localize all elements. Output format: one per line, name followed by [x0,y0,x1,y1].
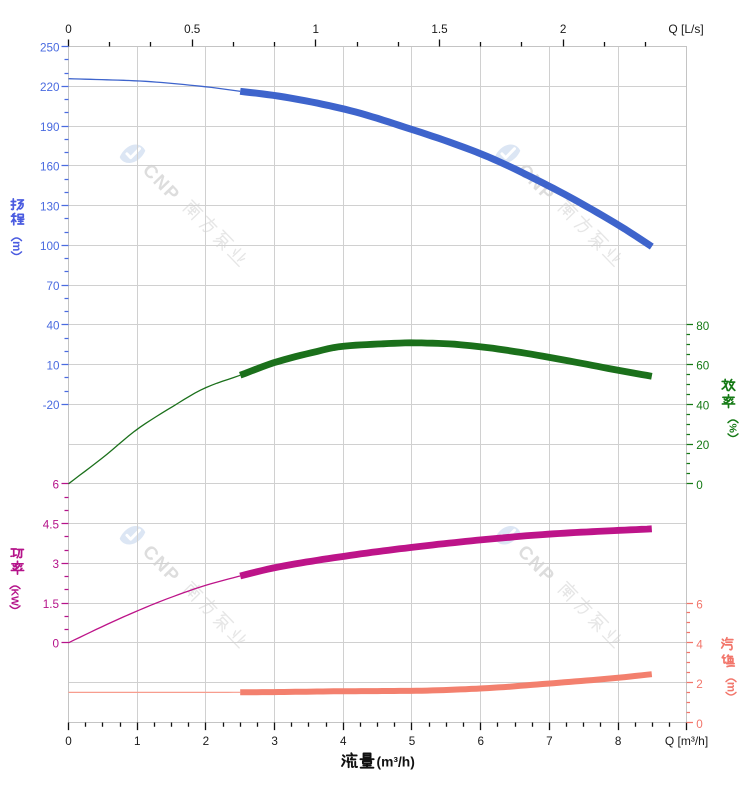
svg-text:%: % [726,424,738,434]
svg-text:3: 3 [52,558,59,571]
svg-text:0.5: 0.5 [184,23,201,36]
svg-text:2: 2 [696,678,703,691]
svg-text:4: 4 [340,735,347,748]
svg-text:0: 0 [696,718,703,731]
svg-text:8: 8 [615,735,622,748]
svg-text:3: 3 [271,735,278,748]
svg-text:20: 20 [696,439,710,452]
svg-text:190: 190 [40,121,60,134]
svg-text:0: 0 [696,479,703,492]
svg-text:130: 130 [40,200,60,213]
svg-text:6: 6 [696,599,703,612]
svg-text:-20: -20 [43,399,60,412]
svg-text:7: 7 [546,735,553,748]
svg-text:0: 0 [52,638,59,651]
svg-text:1.5: 1.5 [43,598,60,611]
svg-text:0: 0 [65,23,72,36]
svg-text:80: 80 [696,320,710,333]
svg-text:(m³/h): (m³/h) [377,755,415,770]
svg-text:m: m [724,682,736,692]
svg-text:1: 1 [134,735,141,748]
svg-text:2: 2 [203,735,210,748]
svg-text:Q [L/s]: Q [L/s] [668,22,703,36]
svg-text:4: 4 [696,638,703,651]
svg-text:m: m [10,241,22,251]
svg-text:1.5: 1.5 [431,23,448,36]
svg-text:2: 2 [560,23,567,36]
svg-text:1: 1 [313,23,320,36]
svg-text:6: 6 [52,479,59,492]
svg-text:70: 70 [46,280,60,293]
svg-text:6: 6 [477,735,484,748]
svg-text:Q [m³/h]: Q [m³/h] [665,734,708,748]
svg-text:0: 0 [65,735,72,748]
svg-text:250: 250 [40,41,60,54]
svg-text:60: 60 [696,360,710,373]
svg-text:10: 10 [46,359,60,372]
svg-text:100: 100 [40,240,60,253]
svg-text:160: 160 [40,161,60,174]
svg-text:5: 5 [409,735,416,748]
svg-text:4.5: 4.5 [43,518,60,531]
svg-text:KW: KW [8,588,20,606]
svg-text:40: 40 [46,320,60,333]
svg-text:220: 220 [40,81,60,94]
svg-text:40: 40 [696,399,710,412]
